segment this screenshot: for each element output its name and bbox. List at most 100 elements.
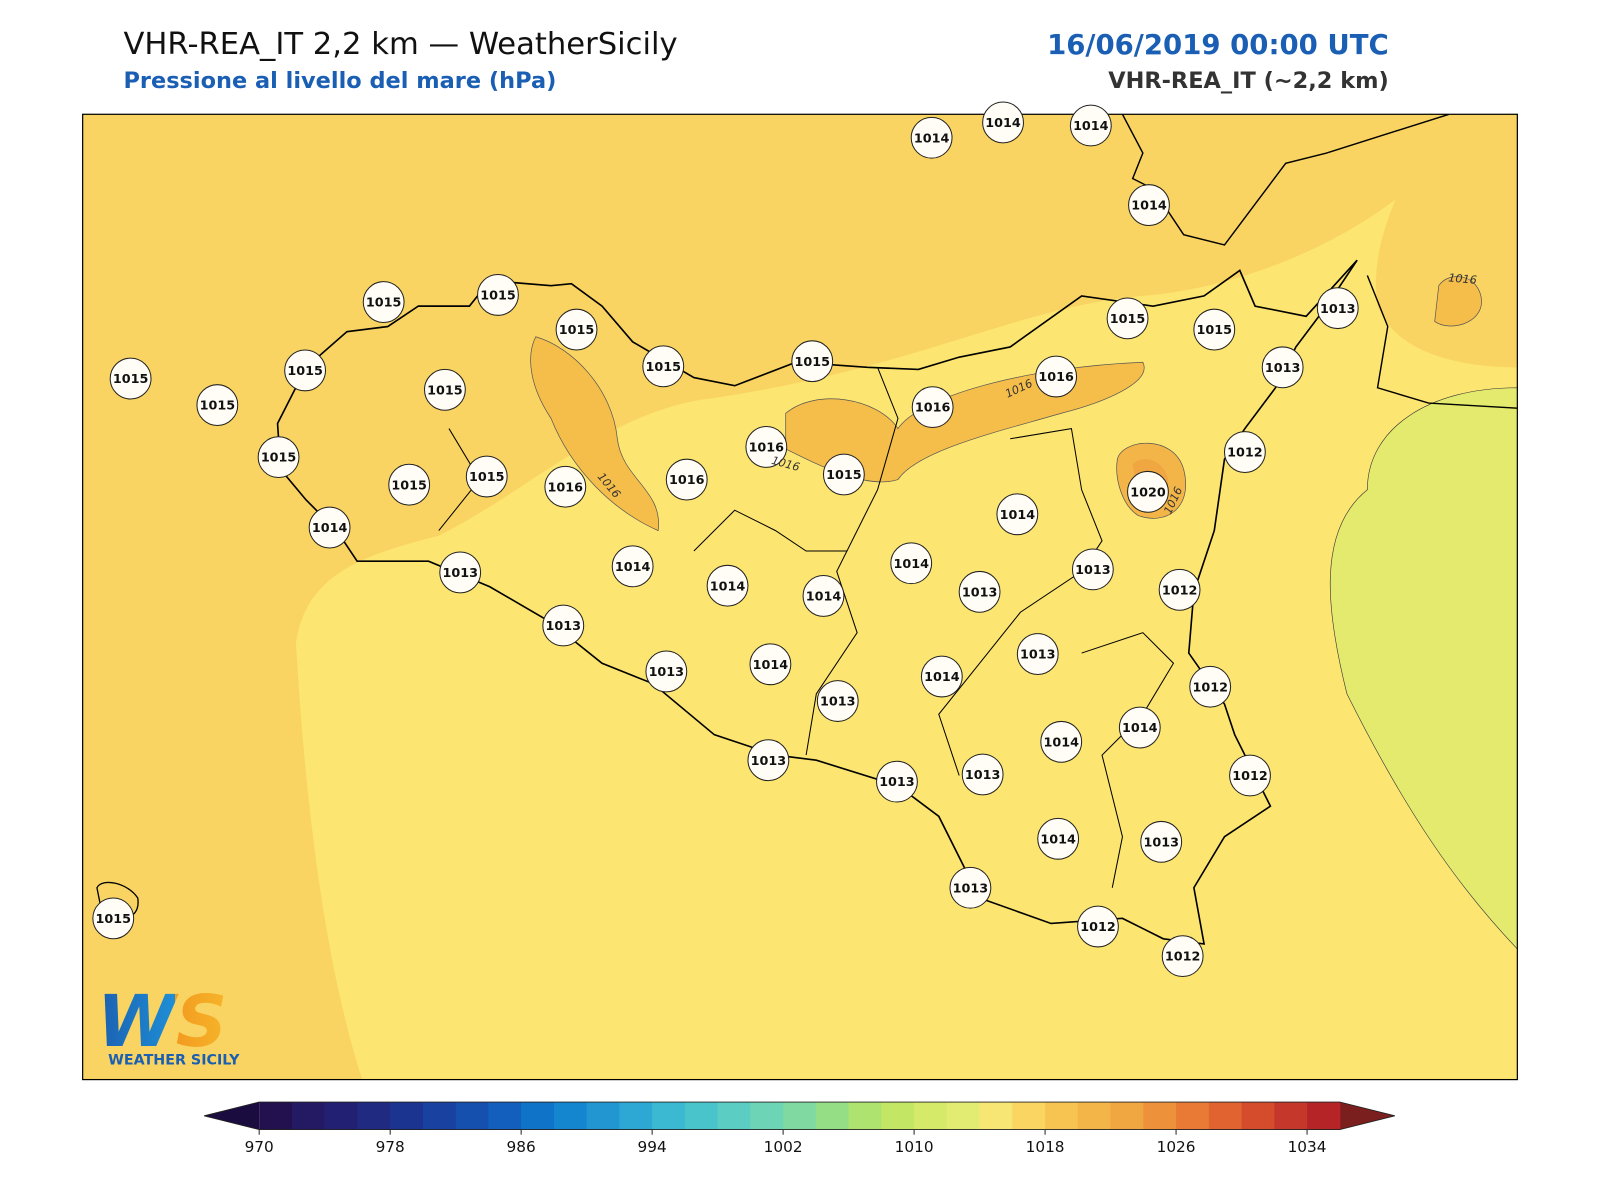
title: VHR-REA_IT 2,2 km — WeatherSicily: [123, 27, 677, 62]
station-value: 1013: [442, 566, 478, 581]
station: 1014: [890, 542, 933, 585]
colorbar-tick-label: 1026: [1157, 1138, 1196, 1156]
station: 1012: [1229, 754, 1271, 797]
colorbar-segment: [455, 1102, 489, 1130]
model-label: VHR-REA_IT (~2,2 km): [1108, 68, 1389, 94]
station: 1015: [388, 463, 431, 506]
station: 1015: [555, 308, 598, 351]
station-value: 1012: [1232, 769, 1268, 784]
station-value: 1015: [391, 478, 427, 493]
station: 1013: [961, 753, 1004, 796]
station-value: 1014: [710, 579, 746, 594]
colorbar-segment: [750, 1102, 784, 1130]
station: 1014: [802, 575, 845, 617]
station-value: 1015: [480, 288, 516, 303]
station-value: 1016: [548, 480, 584, 495]
station-marker: [611, 545, 654, 588]
station: 1015: [196, 384, 239, 427]
contour-label: 1016: [1448, 271, 1478, 286]
station: 1014: [611, 545, 654, 588]
station-value: 1016: [915, 401, 951, 416]
station-value: 1016: [749, 441, 785, 456]
colorbar-segment: [717, 1102, 751, 1130]
station-marker: [1040, 720, 1083, 763]
colorbar-under: [204, 1102, 260, 1130]
station-marker: [544, 465, 587, 508]
station: 1013: [1016, 633, 1059, 675]
station-value: 1015: [261, 451, 297, 466]
station-value: 1014: [914, 131, 950, 146]
station: 1012: [1189, 665, 1232, 708]
station-value: 1013: [1143, 835, 1179, 850]
station: 1015: [109, 357, 152, 400]
station-marker: [542, 604, 585, 647]
station: 1014: [996, 493, 1039, 536]
station-value: 1015: [469, 470, 505, 485]
colorbar-segment: [881, 1102, 915, 1130]
station-marker: [642, 345, 685, 388]
station: 1015: [423, 368, 466, 411]
logo-text: WEATHER SICILY: [108, 1052, 240, 1068]
station: 1014: [1118, 706, 1161, 749]
station-value: 1012: [1080, 920, 1116, 935]
colorbar-tick-label: 978: [376, 1138, 405, 1156]
station-value: 1014: [1000, 508, 1036, 523]
station-value: 1015: [646, 360, 682, 375]
colorbar-tick-label: 1010: [895, 1138, 934, 1156]
station-value: 1014: [985, 116, 1021, 131]
station: 1015: [477, 273, 519, 316]
station-marker: [747, 739, 790, 782]
colorbar-tick-label: 994: [638, 1138, 667, 1156]
colorbar-tick-label: 986: [507, 1138, 536, 1156]
station: 1014: [910, 116, 953, 159]
station-value: 1014: [806, 590, 842, 605]
station-marker: [1118, 706, 1161, 749]
colorbar-segment: [1208, 1102, 1243, 1130]
station-value: 1015: [113, 372, 148, 387]
colorbar-segment: [259, 1102, 293, 1130]
station-marker: [388, 463, 431, 506]
station-value: 1015: [427, 383, 463, 398]
station-value: 1015: [559, 323, 595, 338]
station: 1012: [1158, 568, 1201, 611]
station-marker: [910, 116, 953, 159]
field-1010: [1329, 387, 1518, 950]
station-value: 1015: [200, 399, 236, 414]
colorbar-segment: [684, 1102, 719, 1130]
station-value: 1015: [794, 355, 830, 370]
logo-mark: WS: [97, 980, 227, 1063]
stations: 1014 1014 1014 1014 1015 1015 1015 1015 1015 1015…: [92, 101, 1359, 978]
station-value: 1012: [1165, 950, 1201, 965]
station-marker: [92, 897, 135, 940]
station-marker: [1161, 935, 1204, 978]
station-marker: [196, 384, 239, 427]
map-area: [82, 114, 1518, 1080]
station: 1012: [1223, 431, 1266, 473]
station-value: 1013: [1320, 302, 1356, 317]
colorbar-segment: [1045, 1102, 1079, 1130]
colorbar-segment: [815, 1102, 850, 1130]
colorbar-segment: [1307, 1102, 1341, 1130]
station-marker: [555, 308, 598, 351]
station: 1020: [1127, 470, 1169, 513]
station: 1013: [747, 739, 790, 782]
colorbar: 970 978 986 994 1002 1010 1018 1026 1034: [203, 1101, 1395, 1156]
station-value: 1015: [287, 364, 323, 379]
colorbar-segment: [946, 1102, 981, 1130]
station-marker: [745, 426, 788, 468]
station-value: 1015: [366, 296, 402, 311]
station: 1016: [911, 386, 954, 429]
colorbar-outline: [203, 1101, 1395, 1131]
station-value: 1020: [1130, 485, 1166, 500]
station-value: 1013: [751, 754, 787, 769]
station-value: 1012: [1192, 680, 1228, 695]
station-marker: [749, 643, 792, 686]
colorbar-segment: [291, 1102, 326, 1130]
colorbar-segment: [586, 1102, 620, 1130]
station: 1015: [362, 281, 405, 323]
subtitle: Pressione al livello del mare (hPa): [123, 68, 556, 94]
colorbar-segment: [488, 1102, 522, 1130]
station-value: 1014: [893, 557, 929, 572]
station-marker: [1193, 308, 1236, 351]
